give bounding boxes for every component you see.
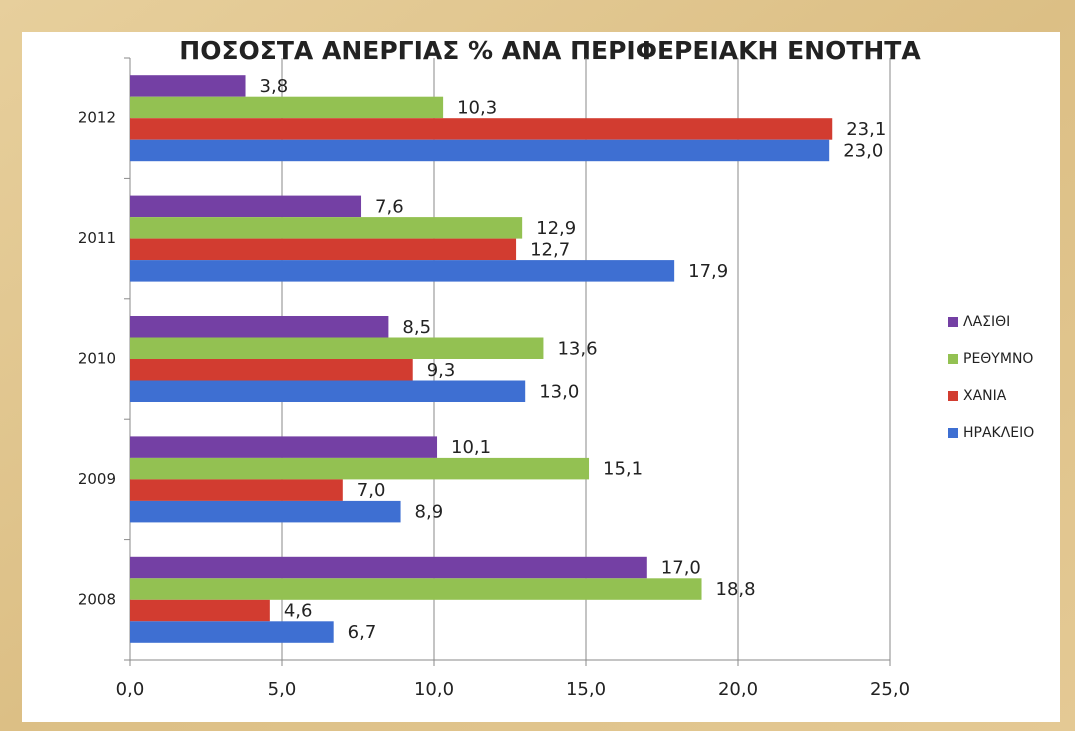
chart-title: ΠΟΣΟΣΤΑ ΑΝΕΡΓΙΑΣ % ΑΝΑ ΠΕΡΙΦΕΡΕΙΑΚΗ ΕΝΟΤ… bbox=[179, 36, 921, 65]
value-label: 17,9 bbox=[688, 261, 728, 282]
bar bbox=[130, 436, 438, 458]
bar bbox=[130, 359, 413, 381]
bar bbox=[130, 118, 833, 140]
bar bbox=[130, 337, 544, 359]
value-label: 7,0 bbox=[357, 480, 386, 501]
bar bbox=[130, 96, 444, 119]
legend-swatch bbox=[948, 354, 958, 364]
bar bbox=[130, 238, 517, 261]
value-label: 10,3 bbox=[457, 97, 497, 118]
bar bbox=[130, 260, 675, 282]
value-label: 7,6 bbox=[375, 196, 404, 217]
y-tick-label: 2011 bbox=[78, 229, 116, 247]
bar bbox=[130, 457, 590, 480]
bar bbox=[130, 139, 830, 162]
y-tick-label: 2008 bbox=[78, 590, 116, 608]
value-label: 23,1 bbox=[846, 119, 886, 140]
x-tick-label: 5,0 bbox=[268, 679, 297, 700]
x-tick-label: 25,0 bbox=[870, 679, 910, 700]
value-label: 12,9 bbox=[536, 218, 576, 239]
bar bbox=[130, 195, 362, 218]
bar bbox=[130, 500, 401, 523]
legend-label: ΛΑΣΙΘΙ bbox=[963, 314, 1010, 330]
x-tick-label: 15,0 bbox=[566, 679, 606, 700]
y-tick-label: 2012 bbox=[78, 109, 116, 127]
bar bbox=[130, 578, 702, 600]
legend-label: ΧΑΝΙΑ bbox=[963, 388, 1007, 404]
legend-swatch bbox=[948, 317, 958, 327]
x-tick-label: 0,0 bbox=[116, 679, 145, 700]
value-label: 8,5 bbox=[402, 317, 431, 338]
bar bbox=[130, 217, 523, 239]
legend-swatch bbox=[948, 428, 958, 438]
legend-label: ΡΕΘΥΜΝΟ bbox=[963, 351, 1033, 367]
value-label: 3,8 bbox=[260, 76, 289, 97]
y-tick-label: 2009 bbox=[78, 470, 116, 488]
bar bbox=[130, 380, 526, 402]
bar bbox=[130, 479, 343, 501]
value-label: 13,6 bbox=[557, 338, 597, 359]
value-label: 10,1 bbox=[451, 437, 491, 458]
value-label: 6,7 bbox=[348, 622, 377, 643]
value-label: 15,1 bbox=[603, 459, 643, 480]
y-tick-label: 2010 bbox=[78, 350, 116, 368]
legend-swatch bbox=[948, 391, 958, 401]
x-tick-label: 20,0 bbox=[718, 679, 758, 700]
legend-label: ΗΡΑΚΛΕΙΟ bbox=[963, 425, 1034, 441]
bar bbox=[130, 621, 334, 643]
value-label: 4,6 bbox=[284, 601, 313, 622]
value-label: 8,9 bbox=[415, 502, 444, 523]
value-label: 12,7 bbox=[530, 239, 570, 260]
value-label: 13,0 bbox=[539, 381, 579, 402]
bar bbox=[130, 599, 270, 622]
bar bbox=[130, 316, 389, 338]
x-tick-label: 10,0 bbox=[414, 679, 454, 700]
bar bbox=[130, 75, 246, 97]
value-label: 9,3 bbox=[427, 360, 456, 381]
value-label: 23,0 bbox=[843, 140, 883, 161]
bar bbox=[130, 556, 647, 579]
value-label: 17,0 bbox=[661, 558, 701, 579]
value-label: 18,8 bbox=[716, 579, 756, 600]
